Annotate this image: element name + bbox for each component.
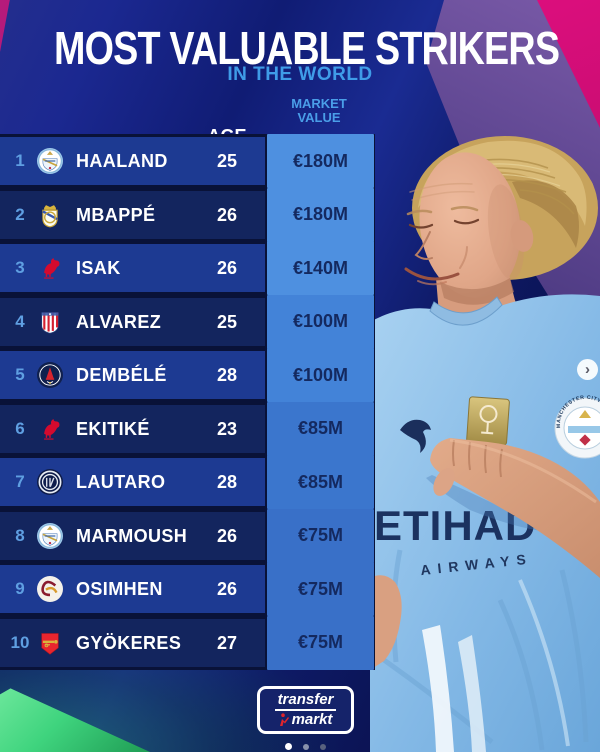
player-age: 25 bbox=[216, 311, 238, 332]
market-value-cell: €140M bbox=[267, 241, 374, 295]
player-age: 27 bbox=[216, 632, 238, 653]
table-row: 6 EKITIKÉ 23 €85M bbox=[0, 401, 375, 456]
club-badge-galatasaray-icon bbox=[37, 576, 63, 602]
table-row: 5 DEMBÉLÉ 28 €100M bbox=[0, 348, 375, 402]
player-name: DEMBÉLÉ bbox=[76, 365, 167, 385]
chevron-right-icon: › bbox=[585, 361, 590, 378]
rank-label: 7 bbox=[15, 472, 25, 491]
handshake-icon bbox=[279, 712, 289, 726]
player-age: 26 bbox=[216, 525, 238, 546]
rank-label: 9 bbox=[15, 579, 25, 598]
player-photo-haaland: ETIHAD AIRWAYS MANCHESTER CITY bbox=[370, 136, 600, 752]
table-row: 8 MARMOUSH 26 €75M bbox=[0, 508, 375, 563]
market-value-cell: €100M bbox=[267, 348, 374, 402]
transfermarkt-logo-line2: markt bbox=[291, 711, 333, 728]
column-header-market-value: MARKET VALUE bbox=[283, 97, 355, 125]
player-age: 28 bbox=[216, 365, 238, 385]
page-subtitle: IN THE WORLD bbox=[227, 64, 373, 85]
player-name: LAUTARO bbox=[76, 472, 166, 492]
rank-label: 3 bbox=[15, 258, 25, 277]
jersey-stripe bbox=[458, 635, 486, 752]
rank-label: 5 bbox=[15, 365, 25, 384]
player-age: 23 bbox=[216, 418, 238, 439]
club-badge-inter-icon bbox=[37, 469, 63, 495]
transfermarkt-logo-line1: transfer bbox=[274, 692, 337, 711]
market-value-cell: €75M bbox=[267, 562, 374, 616]
carousel-dot-active bbox=[284, 743, 292, 751]
rank-label: 1 bbox=[15, 151, 25, 170]
club-world-champions-badge-icon bbox=[466, 396, 510, 446]
rank-label: 6 bbox=[15, 418, 25, 438]
haaland-thumb bbox=[433, 468, 455, 496]
player-age: 28 bbox=[216, 472, 238, 492]
magenta-sliver-top-left bbox=[0, 0, 10, 52]
transfermarkt-logo: transfer markt bbox=[257, 686, 354, 734]
table-row: 1 HAALAND 25 €180M bbox=[0, 134, 375, 188]
player-age: 26 bbox=[216, 258, 238, 278]
carousel-dots bbox=[257, 738, 354, 752]
carousel-dot bbox=[320, 743, 327, 750]
table-row: 2 MBAPPÉ 26 €180M bbox=[0, 187, 375, 242]
club-badge-psg-icon bbox=[37, 362, 63, 388]
club-badge-arsenal-icon bbox=[37, 630, 63, 656]
player-age: 26 bbox=[216, 204, 238, 225]
market-value-cell: €85M bbox=[267, 455, 374, 509]
club-badge-liverpool-icon bbox=[37, 255, 63, 281]
market-value-cell: €85M bbox=[267, 401, 374, 456]
player-name: MARMOUSH bbox=[76, 525, 188, 546]
market-value-header-line1: MARKET bbox=[291, 96, 347, 111]
rank-label: 4 bbox=[15, 311, 25, 331]
table-row: 10 GYÖKERES 27 €75M bbox=[0, 615, 375, 670]
player-name: GYÖKERES bbox=[76, 632, 182, 653]
puma-logo-icon bbox=[400, 419, 431, 453]
player-name: ALVAREZ bbox=[76, 311, 162, 332]
club-badge-manchester-city-icon bbox=[37, 522, 63, 549]
club-badge-real-madrid-icon bbox=[37, 202, 63, 228]
market-value-cell: €75M bbox=[267, 508, 374, 563]
player-name: EKITIKÉ bbox=[76, 418, 150, 439]
player-name: MBAPPÉ bbox=[76, 204, 156, 225]
carousel-next-button[interactable]: › bbox=[577, 359, 598, 380]
market-value-header-line2: VALUE bbox=[297, 110, 341, 125]
market-value-cell: €100M bbox=[267, 294, 374, 349]
table-row: 4 ALVAREZ 25 €100M bbox=[0, 294, 375, 349]
carousel-dot bbox=[303, 743, 309, 750]
rank-label: 10 bbox=[10, 632, 30, 652]
table-row: 3 ISAK 26 €140M bbox=[0, 241, 375, 295]
striker-ranking-table: 1 HAALAND 25 €180M 2 MBAPPÉ 26 €180M 3 I… bbox=[0, 134, 375, 670]
player-name: ISAK bbox=[76, 258, 121, 278]
market-value-cell: €180M bbox=[267, 187, 374, 242]
jersey-stripe bbox=[422, 625, 454, 752]
market-value-cell: €75M bbox=[267, 615, 374, 670]
player-name: HAALAND bbox=[76, 151, 168, 171]
rank-label: 2 bbox=[15, 204, 25, 224]
club-badge-atletico-madrid-icon bbox=[37, 309, 63, 335]
market-value-cell: €180M bbox=[267, 134, 374, 188]
haaland-arm bbox=[426, 438, 600, 578]
table-row: 7 LAUTARO 28 €85M bbox=[0, 455, 375, 509]
table-row: 9 OSIMHEN 26 €75M bbox=[0, 562, 375, 616]
haaland-hand bbox=[370, 575, 402, 670]
player-age: 25 bbox=[216, 151, 238, 171]
club-badge-liverpool-icon bbox=[37, 416, 63, 442]
club-badge-manchester-city-icon bbox=[37, 148, 63, 174]
player-age: 26 bbox=[216, 579, 238, 599]
player-name: OSIMHEN bbox=[76, 579, 163, 599]
rank-label: 8 bbox=[15, 525, 25, 545]
